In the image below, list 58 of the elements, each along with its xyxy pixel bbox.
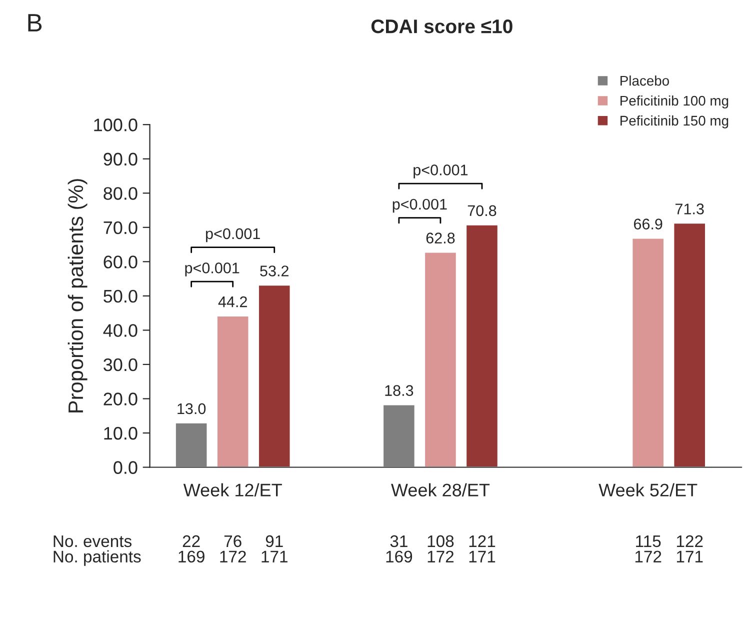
y-axis-title: Proportion of patients (%): [68, 179, 88, 412]
text: No. events: [54, 535, 132, 548]
data-label: 13.0: [178, 403, 206, 414]
x-tick-label: Week 28/ET: [391, 483, 490, 496]
bar: [672, 222, 706, 468]
annotation: p<0.001: [392, 198, 447, 213]
y-tick-label: 20.0: [104, 392, 138, 406]
data-label: 53.2: [260, 266, 288, 276]
y-tick-label: 30.0: [104, 358, 138, 372]
text: 172: [428, 550, 454, 562]
y-tick-label: 50.0: [104, 290, 138, 303]
y-tick-label: 10.0: [104, 426, 138, 440]
text: 115: [636, 535, 661, 548]
data-label: 62.8: [426, 232, 455, 244]
y-tick-label: 40.0: [103, 324, 138, 337]
x-tick-label: Week 52/ET: [598, 483, 698, 496]
text: 121: [469, 535, 496, 547]
legend-label: Peficitinib 150 mg: [620, 115, 728, 128]
text: 22: [182, 535, 200, 547]
data-label: 66.9: [634, 218, 662, 230]
text: 108: [428, 535, 454, 548]
annotation: p<0.001: [185, 262, 240, 276]
text: 122: [676, 535, 703, 547]
bar: [424, 251, 458, 468]
y-tick-label: 80.0: [104, 187, 138, 200]
bar: [216, 315, 250, 468]
y-tick-label: 70.0: [104, 221, 138, 234]
bar: [382, 404, 416, 468]
data-label: 70.8: [468, 205, 496, 216]
data-label: 18.3: [385, 385, 414, 396]
text: 171: [262, 550, 288, 562]
text: 172: [220, 550, 246, 562]
annotation: p<0.001: [206, 228, 260, 242]
bar: [631, 237, 665, 468]
bar: [258, 284, 292, 468]
text: 31: [390, 535, 408, 548]
y-tick-label: 90.0: [104, 152, 138, 166]
y-tick-label: 100.0: [94, 118, 138, 132]
y-tick-label: 60.0: [104, 256, 138, 268]
annotation: p<0.001: [414, 164, 468, 178]
data-label: 44.2: [218, 296, 247, 308]
y-tick-label: 0.0: [114, 461, 138, 474]
chart-title: CDAI score ≤10: [371, 19, 512, 34]
legend-label: Peficitinib 100 mg: [620, 95, 728, 108]
text: 171: [469, 550, 496, 562]
text: 171: [676, 550, 703, 562]
data-label: 71.3: [676, 204, 704, 214]
text: 169: [178, 550, 204, 563]
text: 76: [224, 535, 242, 548]
text: No. patients: [54, 550, 141, 566]
text: 172: [635, 550, 662, 562]
bar: [465, 224, 499, 468]
text: 169: [386, 550, 412, 563]
x-tick-label: Week 12/ET: [183, 483, 282, 496]
legend-label: Placebo: [620, 75, 669, 86]
text: 91: [266, 535, 283, 548]
bar: [174, 422, 208, 468]
text: B: [28, 14, 42, 32]
